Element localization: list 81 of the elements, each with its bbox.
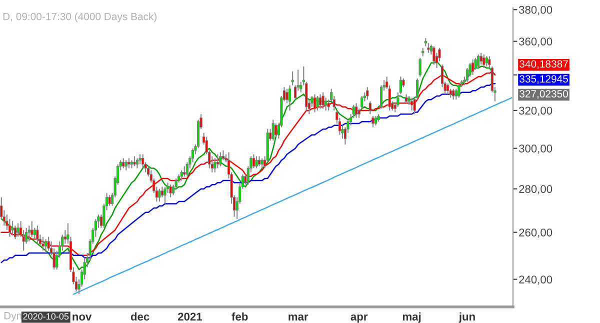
text: Dyn xyxy=(4,312,22,322)
candlestick xyxy=(288,84,292,112)
candlestick xyxy=(360,95,364,110)
candlestick xyxy=(169,184,172,198)
candlestick xyxy=(16,222,20,238)
candlestick xyxy=(368,100,372,115)
candlestick xyxy=(258,156,261,167)
candlestick xyxy=(14,225,17,240)
candlestick xyxy=(122,158,125,169)
candlestick xyxy=(11,220,14,236)
candlestick xyxy=(260,158,264,169)
candlestick xyxy=(124,160,128,171)
x-tick-label: feb xyxy=(232,312,248,321)
candlestick xyxy=(313,94,316,113)
y-tick-label: 360,00 xyxy=(518,38,552,47)
candlestick xyxy=(252,154,256,169)
candlestick xyxy=(272,119,274,142)
candlestick xyxy=(427,42,430,54)
x-tick-label: 2021 xyxy=(178,312,202,321)
candlestick xyxy=(141,154,144,169)
text: 335,12945 xyxy=(520,75,568,84)
candlestick xyxy=(128,158,130,169)
text: 340,18387 xyxy=(520,60,568,69)
candlestick xyxy=(410,97,414,112)
candlestick xyxy=(255,156,258,169)
candlestick xyxy=(477,54,480,69)
x-tick-label: mar xyxy=(288,314,308,321)
candlestick xyxy=(485,56,488,67)
candlestick xyxy=(108,194,111,206)
candlestick xyxy=(466,67,469,82)
y-tick-label: 380,00 xyxy=(518,6,552,16)
candlestick xyxy=(133,156,136,167)
candlestick xyxy=(322,92,324,110)
candlestick xyxy=(136,158,139,169)
candlestick xyxy=(454,88,458,100)
candlestick xyxy=(47,236,50,252)
candlestick xyxy=(446,83,450,95)
candlestick xyxy=(316,95,319,112)
x-tick-label: dec xyxy=(130,312,150,321)
candlestick xyxy=(355,102,358,118)
candlestick xyxy=(219,152,222,167)
candlestick xyxy=(158,188,161,202)
candlestick xyxy=(324,97,328,112)
y-tick-label: 260,00 xyxy=(519,228,552,238)
candlestick xyxy=(480,52,482,66)
candlestick xyxy=(30,220,34,238)
candlestick xyxy=(216,154,219,169)
candlestick xyxy=(418,57,422,78)
y-tick-label: 320,00 xyxy=(518,106,552,116)
candlestick xyxy=(8,218,12,238)
candlestick xyxy=(432,46,436,66)
candlestick xyxy=(452,88,455,100)
candlestick xyxy=(130,160,134,169)
x-tick-label: apr xyxy=(350,314,368,323)
x-tick-label: jun xyxy=(458,312,475,323)
candlestick xyxy=(164,186,166,204)
candlestick xyxy=(214,158,216,173)
x-tick-label: nov xyxy=(72,314,92,321)
chart-title: D, 09:00-17:30 (4000 Days Back) xyxy=(3,12,157,22)
candlestick xyxy=(274,122,278,138)
candlestick xyxy=(180,170,183,182)
candlestick xyxy=(471,59,474,76)
candlestick xyxy=(183,166,186,177)
y-tick-label: 240,00 xyxy=(519,276,552,285)
candlestick xyxy=(291,70,294,86)
candlestick xyxy=(372,115,374,128)
candlestick xyxy=(482,54,486,69)
text: 2020-10-05 xyxy=(23,313,69,320)
text: 327,02350 xyxy=(520,90,568,99)
candlestick xyxy=(36,225,39,244)
candlestick xyxy=(318,94,322,110)
y-tick-label: 300,00 xyxy=(518,144,552,154)
candlestick xyxy=(44,238,48,254)
candlestick xyxy=(42,236,44,252)
x-tick-label: maj xyxy=(402,312,421,323)
line-series xyxy=(72,97,512,295)
candlestick xyxy=(374,115,378,126)
candlestick xyxy=(138,154,142,165)
y-tick-label: 280,00 xyxy=(519,185,552,194)
candlestick xyxy=(458,83,460,98)
candlestick xyxy=(366,86,369,100)
